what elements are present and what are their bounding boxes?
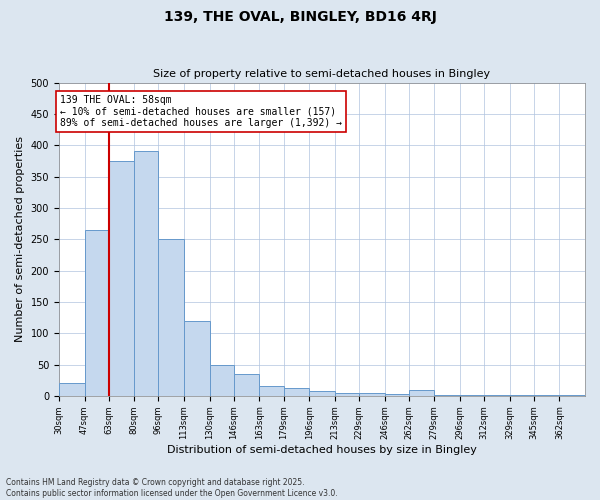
- Bar: [284, 388, 309, 396]
- Bar: [158, 239, 184, 396]
- Bar: [335, 392, 359, 396]
- Text: Contains HM Land Registry data © Crown copyright and database right 2025.
Contai: Contains HM Land Registry data © Crown c…: [6, 478, 338, 498]
- Bar: [209, 364, 234, 396]
- Text: 139, THE OVAL, BINGLEY, BD16 4RJ: 139, THE OVAL, BINGLEY, BD16 4RJ: [164, 10, 436, 24]
- Bar: [309, 391, 335, 396]
- Bar: [184, 320, 209, 396]
- Bar: [134, 152, 158, 396]
- Text: 139 THE OVAL: 58sqm
← 10% of semi-detached houses are smaller (157)
89% of semi-: 139 THE OVAL: 58sqm ← 10% of semi-detach…: [59, 95, 341, 128]
- X-axis label: Distribution of semi-detached houses by size in Bingley: Distribution of semi-detached houses by …: [167, 445, 477, 455]
- Bar: [85, 230, 109, 396]
- Bar: [509, 395, 534, 396]
- Bar: [484, 394, 509, 396]
- Bar: [109, 161, 134, 396]
- Y-axis label: Number of semi-detached properties: Number of semi-detached properties: [15, 136, 25, 342]
- Title: Size of property relative to semi-detached houses in Bingley: Size of property relative to semi-detach…: [154, 69, 491, 79]
- Bar: [409, 390, 434, 396]
- Bar: [559, 395, 585, 396]
- Bar: [534, 395, 559, 396]
- Bar: [234, 374, 259, 396]
- Bar: [385, 394, 409, 396]
- Bar: [359, 392, 385, 396]
- Bar: [59, 384, 85, 396]
- Bar: [460, 394, 484, 396]
- Bar: [434, 394, 460, 396]
- Bar: [259, 386, 284, 396]
